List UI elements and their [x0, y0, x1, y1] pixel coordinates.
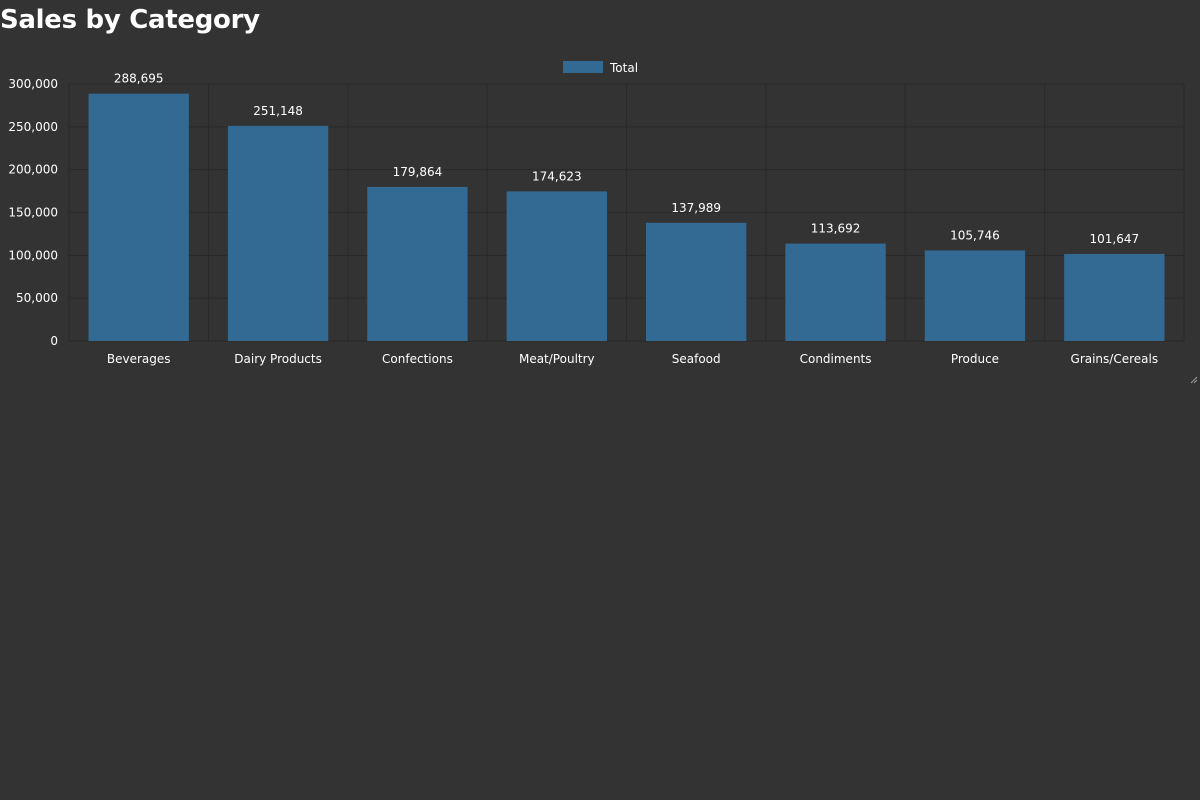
x-tick-label: Produce [951, 352, 999, 366]
x-tick-label: Grains/Cereals [1071, 352, 1159, 366]
bar[interactable] [785, 243, 886, 341]
data-label: 251,148 [253, 104, 303, 118]
chart-container: 0 50,000 100,000 150,000 200,000 250,000 300,0… [0, 50, 1200, 390]
bar[interactable] [646, 222, 747, 341]
bar[interactable] [506, 191, 607, 341]
bar[interactable] [227, 125, 329, 341]
data-label: 179,864 [393, 165, 443, 179]
x-tick-label: Beverages [107, 352, 171, 366]
bar[interactable] [924, 250, 1026, 341]
resize-handle-icon[interactable] [1190, 376, 1198, 384]
data-label: 137,989 [671, 201, 721, 215]
y-tick-label: 300,000 [8, 77, 58, 91]
y-tick-label: 0 [50, 334, 58, 348]
y-tick-label: 200,000 [8, 163, 58, 177]
data-label: 113,692 [811, 222, 861, 236]
bar-chart: 0 50,000 100,000 150,000 200,000 250,000 300,0… [8, 61, 1185, 366]
y-tick-label: 50,000 [16, 291, 58, 305]
data-label: 101,647 [1090, 232, 1140, 246]
page-title: Sales by Category [0, 5, 260, 35]
legend-label[interactable]: Total [609, 61, 638, 75]
x-tick-label: Meat/Poultry [519, 352, 595, 366]
x-tick-label: Condiments [800, 352, 872, 366]
bar[interactable] [88, 93, 189, 341]
data-label: 174,623 [532, 169, 582, 183]
x-tick-label: Confections [382, 352, 453, 366]
y-tick-label: 150,000 [8, 206, 58, 220]
y-tick-label: 250,000 [8, 120, 58, 134]
y-tick-label: 100,000 [8, 248, 58, 262]
legend-swatch[interactable] [563, 61, 603, 73]
bar[interactable] [1064, 253, 1165, 341]
data-label: 105,746 [950, 228, 1000, 242]
x-tick-label: Dairy Products [234, 352, 322, 366]
bar[interactable] [367, 186, 468, 341]
data-label: 288,695 [114, 72, 164, 86]
x-tick-label: Seafood [672, 352, 721, 366]
